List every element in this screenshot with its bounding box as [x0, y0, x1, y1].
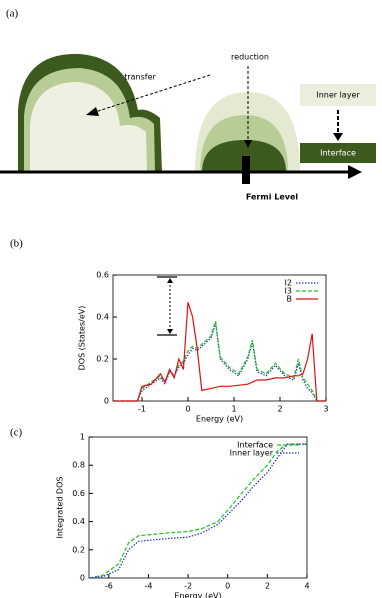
inner-layer-box	[300, 84, 376, 106]
axis-arrow	[348, 165, 362, 179]
x-tick-label: -6	[105, 582, 113, 591]
plot-frame	[88, 436, 308, 579]
data-line	[88, 443, 307, 579]
legend-label: Interface	[237, 441, 273, 450]
data-line	[88, 443, 307, 579]
transfer-arrow	[94, 74, 211, 113]
fermi-marker	[242, 156, 250, 184]
panel-label: (c)	[10, 427, 23, 439]
y-tick-label: 0.2	[96, 355, 109, 364]
dome-light	[30, 82, 147, 172]
arrow-head	[333, 133, 343, 141]
x-tick-label: 0	[185, 405, 190, 414]
data-line	[114, 321, 326, 402]
legend-label: I2	[285, 279, 292, 288]
data-line	[114, 323, 326, 402]
panel-label: (b)	[10, 238, 23, 250]
transfer-label: transfer	[124, 73, 156, 82]
x-axis-title: Energy (eV)	[196, 415, 243, 424]
inner-layer-label: Inner layer	[316, 91, 360, 100]
y-tick-label: 1	[80, 433, 85, 442]
x-tick-label: -4	[144, 582, 152, 591]
x-tick-label: 2	[277, 405, 282, 414]
panel-b-annotation	[157, 276, 177, 336]
reduction-label: reduction	[231, 53, 269, 62]
plot-frame	[112, 274, 327, 402]
x-tick-label: 0	[225, 582, 230, 591]
x-axis-title: Energy (eV)	[174, 592, 221, 598]
legend-label: Inner layer	[230, 449, 274, 458]
x-tick-label: -1	[138, 405, 146, 414]
x-tick-label: 4	[304, 582, 309, 591]
x-tick-label: 1	[231, 405, 236, 414]
legend-label: I3	[285, 287, 292, 296]
y-tick-label: 0	[80, 574, 85, 583]
panel-a: (a) Fermi Level transfer reduction Inner…	[0, 8, 376, 202]
panel-label: (a)	[6, 8, 19, 20]
y-tick-label: 0.6	[96, 271, 109, 280]
y-tick-label: 0.6	[72, 489, 85, 498]
arrow-head	[244, 140, 252, 148]
interface-box	[300, 143, 376, 163]
legend-label: B	[287, 295, 293, 304]
y-tick-label: 0.4	[96, 313, 109, 322]
arrow-head	[86, 107, 99, 116]
y-tick-label: 0.4	[72, 517, 85, 526]
x-tick-label: 2	[265, 582, 270, 591]
y-tick-label: 0.8	[72, 461, 85, 470]
y-axis-title: DOS (States/eV)	[78, 306, 87, 371]
data-line	[114, 302, 326, 402]
fermi-label: Fermi Level	[246, 193, 299, 202]
y-tick-label: 0	[104, 397, 109, 406]
y-axis-title: Integrated DOS	[56, 477, 65, 539]
x-tick-label: 3	[323, 405, 328, 414]
interface-label: Interface	[320, 149, 356, 158]
y-tick-label: 0.2	[72, 545, 85, 554]
x-tick-label: -2	[184, 582, 192, 591]
